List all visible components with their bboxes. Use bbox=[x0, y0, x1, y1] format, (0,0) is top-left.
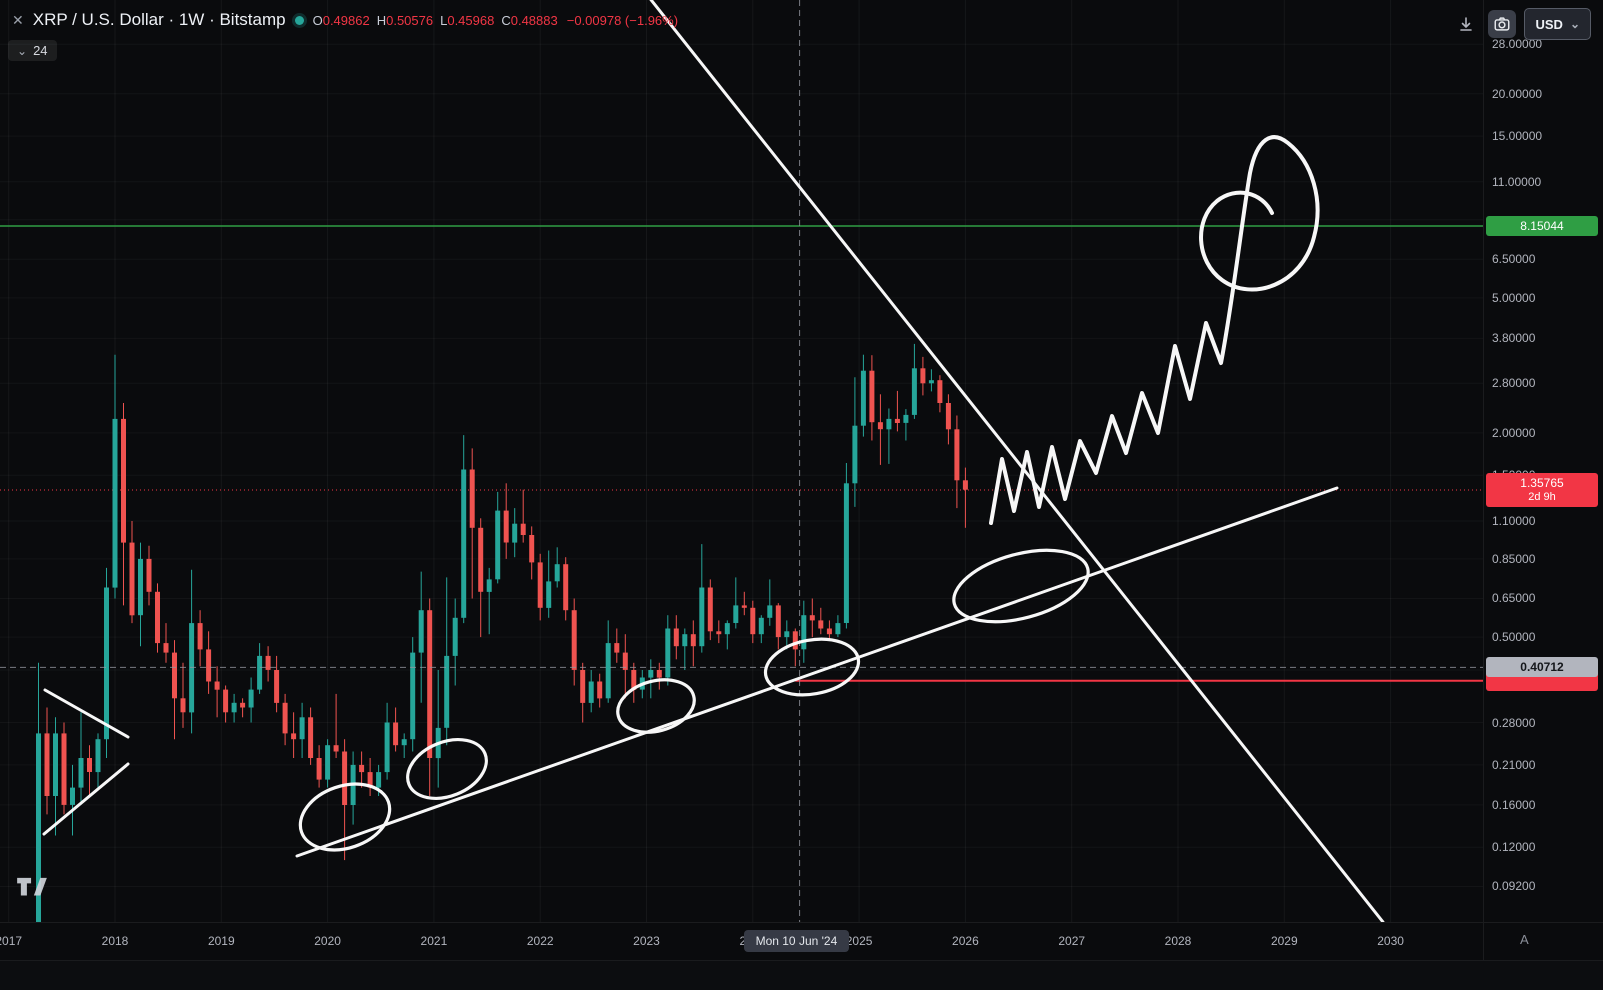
price-tick-label: 0.21000 bbox=[1492, 757, 1536, 772]
price-tick-label: 3.80000 bbox=[1492, 331, 1536, 346]
year-tick-label: 2023 bbox=[633, 934, 660, 948]
header-right-controls: USD ⌄ bbox=[1452, 8, 1591, 40]
high-label: H bbox=[376, 12, 387, 28]
price-tick-label: 5.00000 bbox=[1492, 290, 1536, 305]
year-tick-label: 2019 bbox=[207, 934, 235, 948]
projection-squiggle bbox=[989, 135, 1320, 525]
camera-icon bbox=[1495, 17, 1510, 31]
close-icon[interactable]: ✕ bbox=[12, 11, 24, 28]
chevron-down-icon: ⌄ bbox=[17, 43, 28, 58]
currency-value: USD bbox=[1535, 16, 1563, 32]
year-tick-label: 2017 bbox=[0, 934, 23, 948]
chart-legend: ✕ XRP / U.S. Dollar · 1W · Bitstamp O0.4… bbox=[12, 10, 678, 30]
chevron-down-icon: ⌄ bbox=[1569, 17, 1580, 31]
axis-corner: A bbox=[1483, 922, 1603, 961]
year-tick-label: 2029 bbox=[1270, 934, 1298, 948]
low-value: 0.45968 bbox=[447, 12, 495, 28]
price-tick-label: 0.85000 bbox=[1492, 551, 1536, 566]
close-label: C bbox=[501, 12, 511, 28]
descending-trendline bbox=[649, 0, 1385, 922]
touch-circle bbox=[406, 738, 488, 800]
price-tick-label: 0.65000 bbox=[1492, 591, 1536, 606]
price-tick-label: 0.09200 bbox=[1492, 879, 1536, 894]
time-axis[interactable]: Mon 10 Jun '24 2017 2018 2019 2020 2021 2022 2… bbox=[0, 922, 1483, 961]
price-tick-label: 11.00000 bbox=[1492, 174, 1542, 189]
chart-canvas[interactable] bbox=[0, 0, 1483, 922]
year-tick-label: 2027 bbox=[1058, 934, 1086, 948]
wedge-line bbox=[42, 762, 130, 836]
crosshair-date-badge: Mon 10 Jun '24 bbox=[743, 930, 850, 952]
crosshair bbox=[0, 0, 1483, 922]
price-tick-label: 2.80000 bbox=[1492, 376, 1536, 391]
price-tick-label: 15.00000 bbox=[1492, 129, 1543, 144]
year-tick-label: 2018 bbox=[101, 934, 129, 948]
download-button[interactable] bbox=[1452, 10, 1480, 38]
low-label: L bbox=[440, 12, 448, 28]
price-tick-label: 6.50000 bbox=[1492, 252, 1536, 267]
price-axis[interactable]: 8.15044 1.35765 2d 9h 0.40712 28.00000 20… bbox=[1483, 0, 1603, 922]
green-level-badge[interactable]: 8.15044 bbox=[1486, 215, 1598, 236]
price-tick-label: 0.12000 bbox=[1492, 840, 1536, 855]
bottom-toolbar[interactable] bbox=[0, 960, 1603, 990]
open-value: 0.49862 bbox=[322, 12, 370, 28]
price-tick-label: 1.10000 bbox=[1492, 513, 1536, 528]
camera-snapshot-button[interactable] bbox=[1488, 10, 1517, 38]
tradingview-logo-icon bbox=[17, 877, 47, 896]
wedge-line bbox=[43, 688, 130, 739]
touch-circle bbox=[616, 678, 696, 734]
year-tick-label: 2025 bbox=[845, 934, 873, 948]
market-status-dot-icon bbox=[294, 15, 304, 25]
currency-dropdown[interactable]: USD ⌄ bbox=[1524, 8, 1591, 40]
download-icon bbox=[1460, 17, 1473, 31]
year-tick-label: 2028 bbox=[1164, 934, 1192, 948]
interval-chip-value: 24 bbox=[33, 43, 48, 58]
auto-scale-button[interactable]: A bbox=[1520, 932, 1529, 947]
touch-circle bbox=[952, 548, 1090, 624]
price-tick-label: 0.50000 bbox=[1492, 630, 1536, 645]
symbol-title[interactable]: XRP / U.S. Dollar · 1W · Bitstamp bbox=[32, 10, 286, 29]
year-tick-label: 2022 bbox=[526, 934, 554, 948]
last-price-value: 1.35765 bbox=[1520, 475, 1564, 490]
price-tick-label: 0.28000 bbox=[1492, 715, 1536, 730]
year-tick-label: 2030 bbox=[1377, 934, 1404, 948]
ascending-trendline bbox=[295, 486, 1339, 858]
ohlc-readout: O0.49862 H0.50576 L0.45968 C0.48883 −0.0… bbox=[313, 13, 678, 28]
high-value: 0.50576 bbox=[386, 12, 434, 28]
grid bbox=[8, 0, 1392, 922]
year-tick-label: 2026 bbox=[952, 934, 979, 948]
bar-countdown: 2d 9h bbox=[1528, 490, 1556, 503]
price-tick-label: 0.16000 bbox=[1492, 797, 1536, 812]
last-price-badge: 1.35765 2d 9h bbox=[1486, 472, 1598, 507]
interval-collapse-chip[interactable]: ⌄ 24 bbox=[8, 40, 57, 61]
crosshair-price-badge: 0.40712 bbox=[1486, 657, 1598, 678]
close-value: 0.48883 bbox=[510, 12, 558, 28]
price-tick-label: 28.00000 bbox=[1492, 37, 1543, 52]
touch-circle bbox=[763, 637, 861, 697]
tradingview-logo[interactable] bbox=[16, 876, 48, 907]
touch-circle bbox=[298, 782, 392, 852]
price-tick-label: 2.00000 bbox=[1492, 425, 1536, 440]
year-tick-label: 2020 bbox=[314, 934, 341, 948]
price-tick-label: 20.00000 bbox=[1492, 86, 1543, 101]
hand-drawings[interactable] bbox=[42, 0, 1385, 922]
year-tick-label: 2021 bbox=[420, 934, 448, 948]
candlestick-series bbox=[36, 343, 968, 922]
open-label: O bbox=[312, 12, 323, 28]
change-value: −0.00978 (−1.96%) bbox=[566, 12, 679, 28]
